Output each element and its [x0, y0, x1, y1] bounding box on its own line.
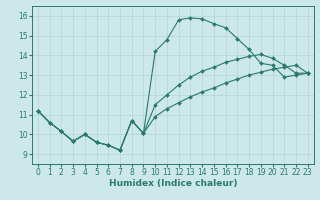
X-axis label: Humidex (Indice chaleur): Humidex (Indice chaleur) — [108, 179, 237, 188]
